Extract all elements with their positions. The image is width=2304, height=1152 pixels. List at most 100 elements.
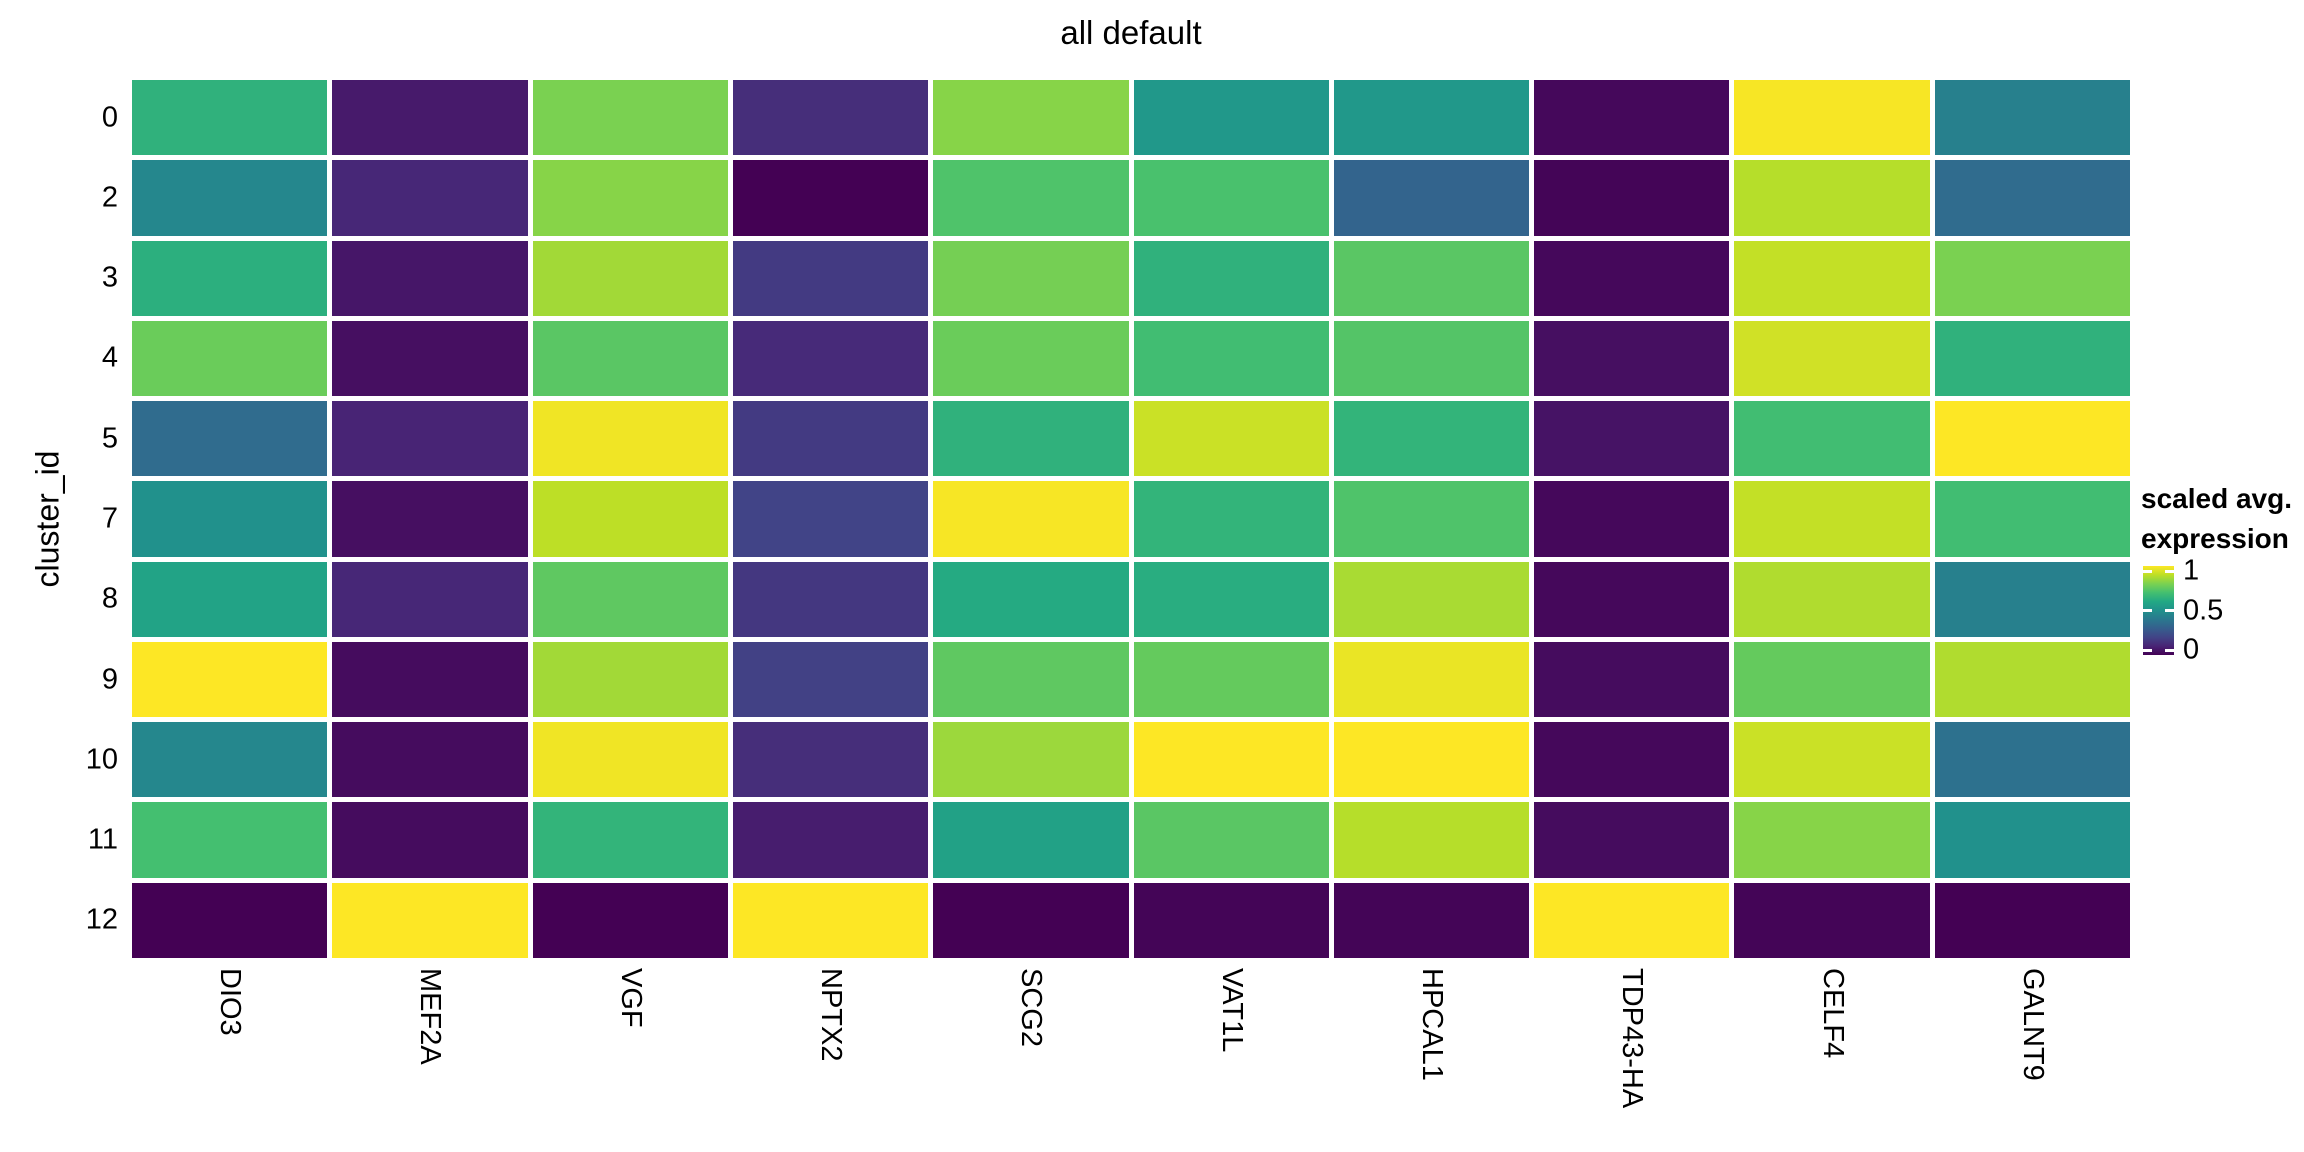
heatmap-cell: [132, 240, 328, 316]
y-tick-label: 7: [101, 502, 118, 535]
x-tick-label: CELF4: [1816, 968, 1849, 1059]
legend-tick-mark: [2165, 648, 2174, 652]
heatmap-cell: [1734, 882, 1930, 958]
heatmap-cell: [1333, 240, 1530, 316]
heatmap-cell: [732, 641, 929, 718]
heatmap-cell: [1534, 481, 1730, 557]
heatmap-cell: [933, 882, 1129, 958]
x-tick-label: VAT1L: [1215, 968, 1248, 1053]
x-tick-label: MEF2A: [414, 968, 447, 1065]
heatmap-cell: [1534, 561, 1730, 637]
heatmap-cell: [532, 401, 728, 477]
y-tick-label: 2: [101, 181, 118, 214]
heatmap-cell: [933, 722, 1129, 798]
x-tick-label: HPCAL1: [1415, 968, 1448, 1081]
heatmap-cell: [1734, 160, 1930, 236]
heatmap-cell: [1534, 240, 1730, 316]
heatmap-cell: [1133, 160, 1329, 236]
legend-tick-mark: [2143, 648, 2152, 652]
y-tick-label: 11: [87, 823, 118, 856]
heatmap-cell: [1734, 401, 1930, 477]
heatmap-cell: [532, 722, 728, 798]
heatmap-cell: [1534, 401, 1730, 477]
heatmap-cell: [732, 561, 929, 637]
heatmap-cell: [1734, 80, 1930, 156]
legend-tick-mark: [2165, 569, 2174, 573]
heatmap-cell: [532, 240, 728, 316]
legend-tick-mark: [2143, 569, 2152, 573]
y-tick-label: 9: [101, 663, 118, 696]
heatmap-cell: [1333, 80, 1530, 156]
heatmap-cell: [933, 641, 1129, 718]
heatmap-cell: [1534, 160, 1730, 236]
heatmap-cell: [532, 320, 728, 397]
heatmap-cell: [1333, 401, 1530, 477]
legend-tick-label: 0: [2183, 633, 2200, 666]
heatmap-cell: [1534, 320, 1730, 397]
heatmap-cell: [933, 160, 1129, 236]
heatmap-cell: [1934, 722, 2130, 798]
heatmap-cell: [1734, 481, 1930, 557]
heatmap-cell: [1934, 320, 2130, 397]
heatmap-cell: [332, 240, 528, 316]
heatmap-cell: [732, 481, 929, 557]
heatmap-cell: [1934, 561, 2130, 637]
heatmap-cell: [1934, 882, 2130, 958]
heatmap-cell: [132, 882, 328, 958]
heatmap-cell: [1333, 641, 1530, 718]
heatmap-cell: [1534, 882, 1730, 958]
heatmap-cell: [532, 561, 728, 637]
heatmap-cell: [532, 481, 728, 557]
heatmap-cell: [1333, 802, 1530, 878]
heatmap-cell: [1934, 80, 2130, 156]
legend-tick-label: 0.5: [2183, 594, 2224, 626]
heatmap-cell: [1333, 320, 1530, 397]
heatmap-cell: [132, 641, 328, 718]
heatmap-cell: [332, 401, 528, 477]
heatmap-cell: [1934, 481, 2130, 557]
heatmap-cell: [933, 561, 1129, 637]
heatmap-cell: [532, 80, 728, 156]
heatmap-cell: [332, 80, 528, 156]
heatmap-cell: [132, 160, 328, 236]
heatmap-cell: [1133, 481, 1329, 557]
heatmap-cell: [332, 722, 528, 798]
x-tick-label: DIO3: [214, 968, 247, 1036]
heatmap-cell: [1133, 320, 1329, 397]
heatmap-cell: [332, 481, 528, 557]
heatmap-cell: [1934, 240, 2130, 316]
heatmap-cell: [1333, 722, 1530, 798]
y-tick-label: 0: [101, 101, 118, 134]
heatmap-cell: [132, 802, 328, 878]
heatmap-cell: [1734, 240, 1930, 316]
y-tick-label: 10: [85, 743, 118, 776]
heatmap-cell: [933, 80, 1129, 156]
heatmap-cell: [132, 722, 328, 798]
heatmap-cell: [1934, 641, 2130, 718]
heatmap-cell: [532, 882, 728, 958]
legend-title-line1: scaled avg.: [2141, 483, 2292, 514]
heatmap-cell: [332, 802, 528, 878]
heatmap-cell: [1734, 802, 1930, 878]
plot-title: all default: [1060, 14, 1202, 51]
heatmap-cell: [1133, 240, 1329, 316]
heatmap-cell: [732, 401, 929, 477]
heatmap-cell: [1133, 561, 1329, 637]
heatmap-cell: [1333, 160, 1530, 236]
x-tick-label: VGF: [614, 968, 647, 1028]
heatmap-cell: [1333, 481, 1530, 557]
heatmap-cell: [933, 240, 1129, 316]
heatmap-cell: [933, 481, 1129, 557]
heatmap-cell: [732, 722, 929, 798]
heatmap-cell: [732, 80, 929, 156]
heatmap-cell: [732, 160, 929, 236]
heatmap-cell: [1934, 802, 2130, 878]
heatmap-cell: [1734, 320, 1930, 397]
heatmap-cell: [732, 802, 929, 878]
heatmap-cell: [1133, 722, 1329, 798]
legend-tick-label: 1: [2183, 554, 2200, 587]
heatmap-cell: [732, 240, 929, 316]
heatmap-cell: [1734, 561, 1930, 637]
heatmap-cell: [1333, 561, 1530, 637]
heatmap-cell: [1534, 641, 1730, 718]
